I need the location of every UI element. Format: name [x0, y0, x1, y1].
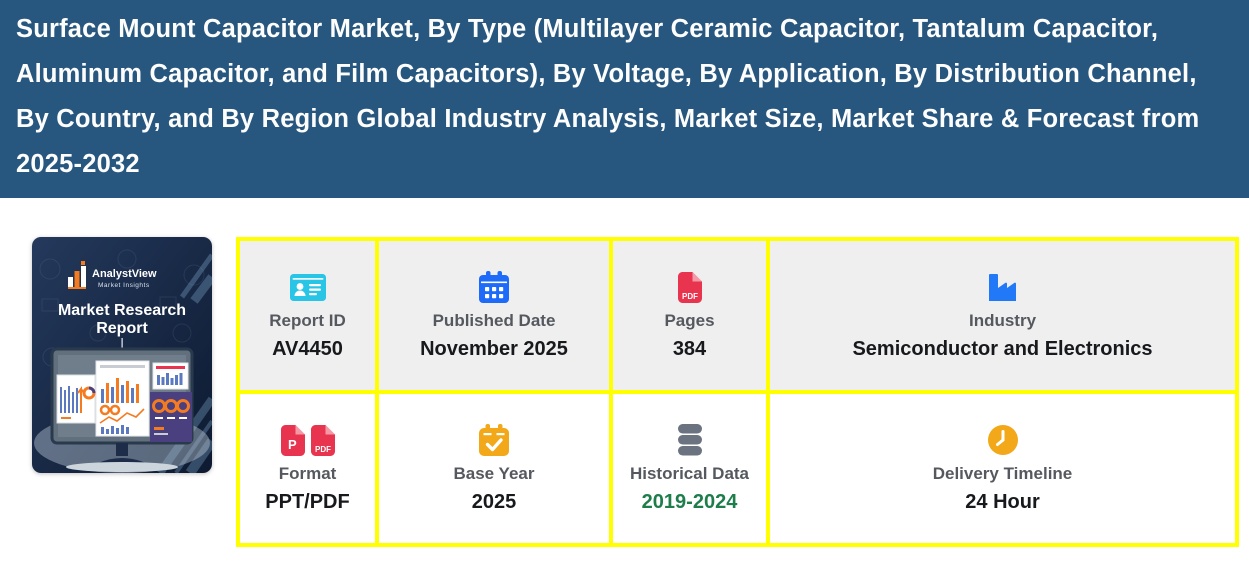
card-value: 2019-2024	[641, 491, 738, 513]
factory-icon	[987, 270, 1019, 304]
report-cover-art: AnalystView Market Insights Market Resea…	[32, 237, 212, 473]
card-value: 384	[672, 338, 707, 360]
card-historical-data: Historical Data 2019-2024	[613, 394, 766, 543]
report-meta-grid: Report ID AV4450	[236, 237, 1239, 547]
card-label: Pages	[664, 311, 715, 330]
analystview-logo-icon	[68, 261, 86, 289]
card-base-year: Base Year 2025	[379, 394, 609, 543]
report-cover-thumbnail: AnalystView Market Insights Market Resea…	[32, 237, 212, 473]
card-label: Base Year	[453, 464, 535, 483]
svg-text:PDF: PDF	[682, 292, 698, 301]
pdf-file-icon: PDF	[310, 424, 335, 456]
card-value: Semiconductor and Electronics	[852, 338, 1153, 360]
card-industry: Industry Semiconductor and Electronics	[770, 241, 1235, 390]
svg-text:PDF: PDF	[315, 445, 331, 454]
card-value: AV4450	[272, 338, 343, 360]
card-published-date: Published Date November 2025	[379, 241, 609, 390]
card-format: P PDF Format PPT/PDF	[240, 394, 375, 543]
brand-name: AnalystView	[92, 268, 157, 280]
page-title: Surface Mount Capacitor Market, By Type …	[16, 15, 1200, 178]
card-delivery-timeline: Delivery Timeline 24 Hour	[770, 394, 1235, 543]
calendar-check-icon	[479, 423, 509, 457]
svg-text:P: P	[288, 437, 297, 452]
ppt-pdf-files-icon: P PDF	[280, 423, 335, 457]
ppt-file-icon: P	[280, 424, 305, 456]
card-value: November 2025	[420, 338, 568, 360]
cover-caption-line1: Market Research	[58, 302, 186, 319]
card-pages: PDF Pages 384	[613, 241, 766, 390]
monitor-illustration	[50, 347, 194, 472]
pdf-file-icon: PDF	[677, 270, 702, 304]
card-value: 2025	[471, 491, 517, 513]
cover-caption-line2: Report	[96, 320, 148, 337]
id-card-icon	[289, 270, 326, 304]
database-icon	[677, 423, 703, 457]
card-label: Historical Data	[629, 464, 750, 483]
card-label: Delivery Timeline	[932, 464, 1073, 483]
calendar-icon	[479, 270, 509, 304]
content: AnalystView Market Insights Market Resea…	[32, 237, 1249, 547]
page: Surface Mount Capacitor Market, By Type …	[0, 0, 1249, 547]
card-report-id: Report ID AV4450	[240, 241, 375, 390]
card-label: Industry	[968, 311, 1037, 330]
card-value: PPT/PDF	[265, 491, 350, 513]
brand-subtitle: Market Insights	[98, 282, 150, 289]
clock-icon	[987, 423, 1018, 457]
header-banner: Surface Mount Capacitor Market, By Type …	[0, 0, 1249, 198]
card-label: Published Date	[432, 311, 556, 330]
card-label: Format	[278, 464, 337, 483]
card-label: Report ID	[269, 311, 346, 330]
pattern-icons	[39, 249, 205, 367]
card-value: 24 Hour	[965, 491, 1040, 513]
